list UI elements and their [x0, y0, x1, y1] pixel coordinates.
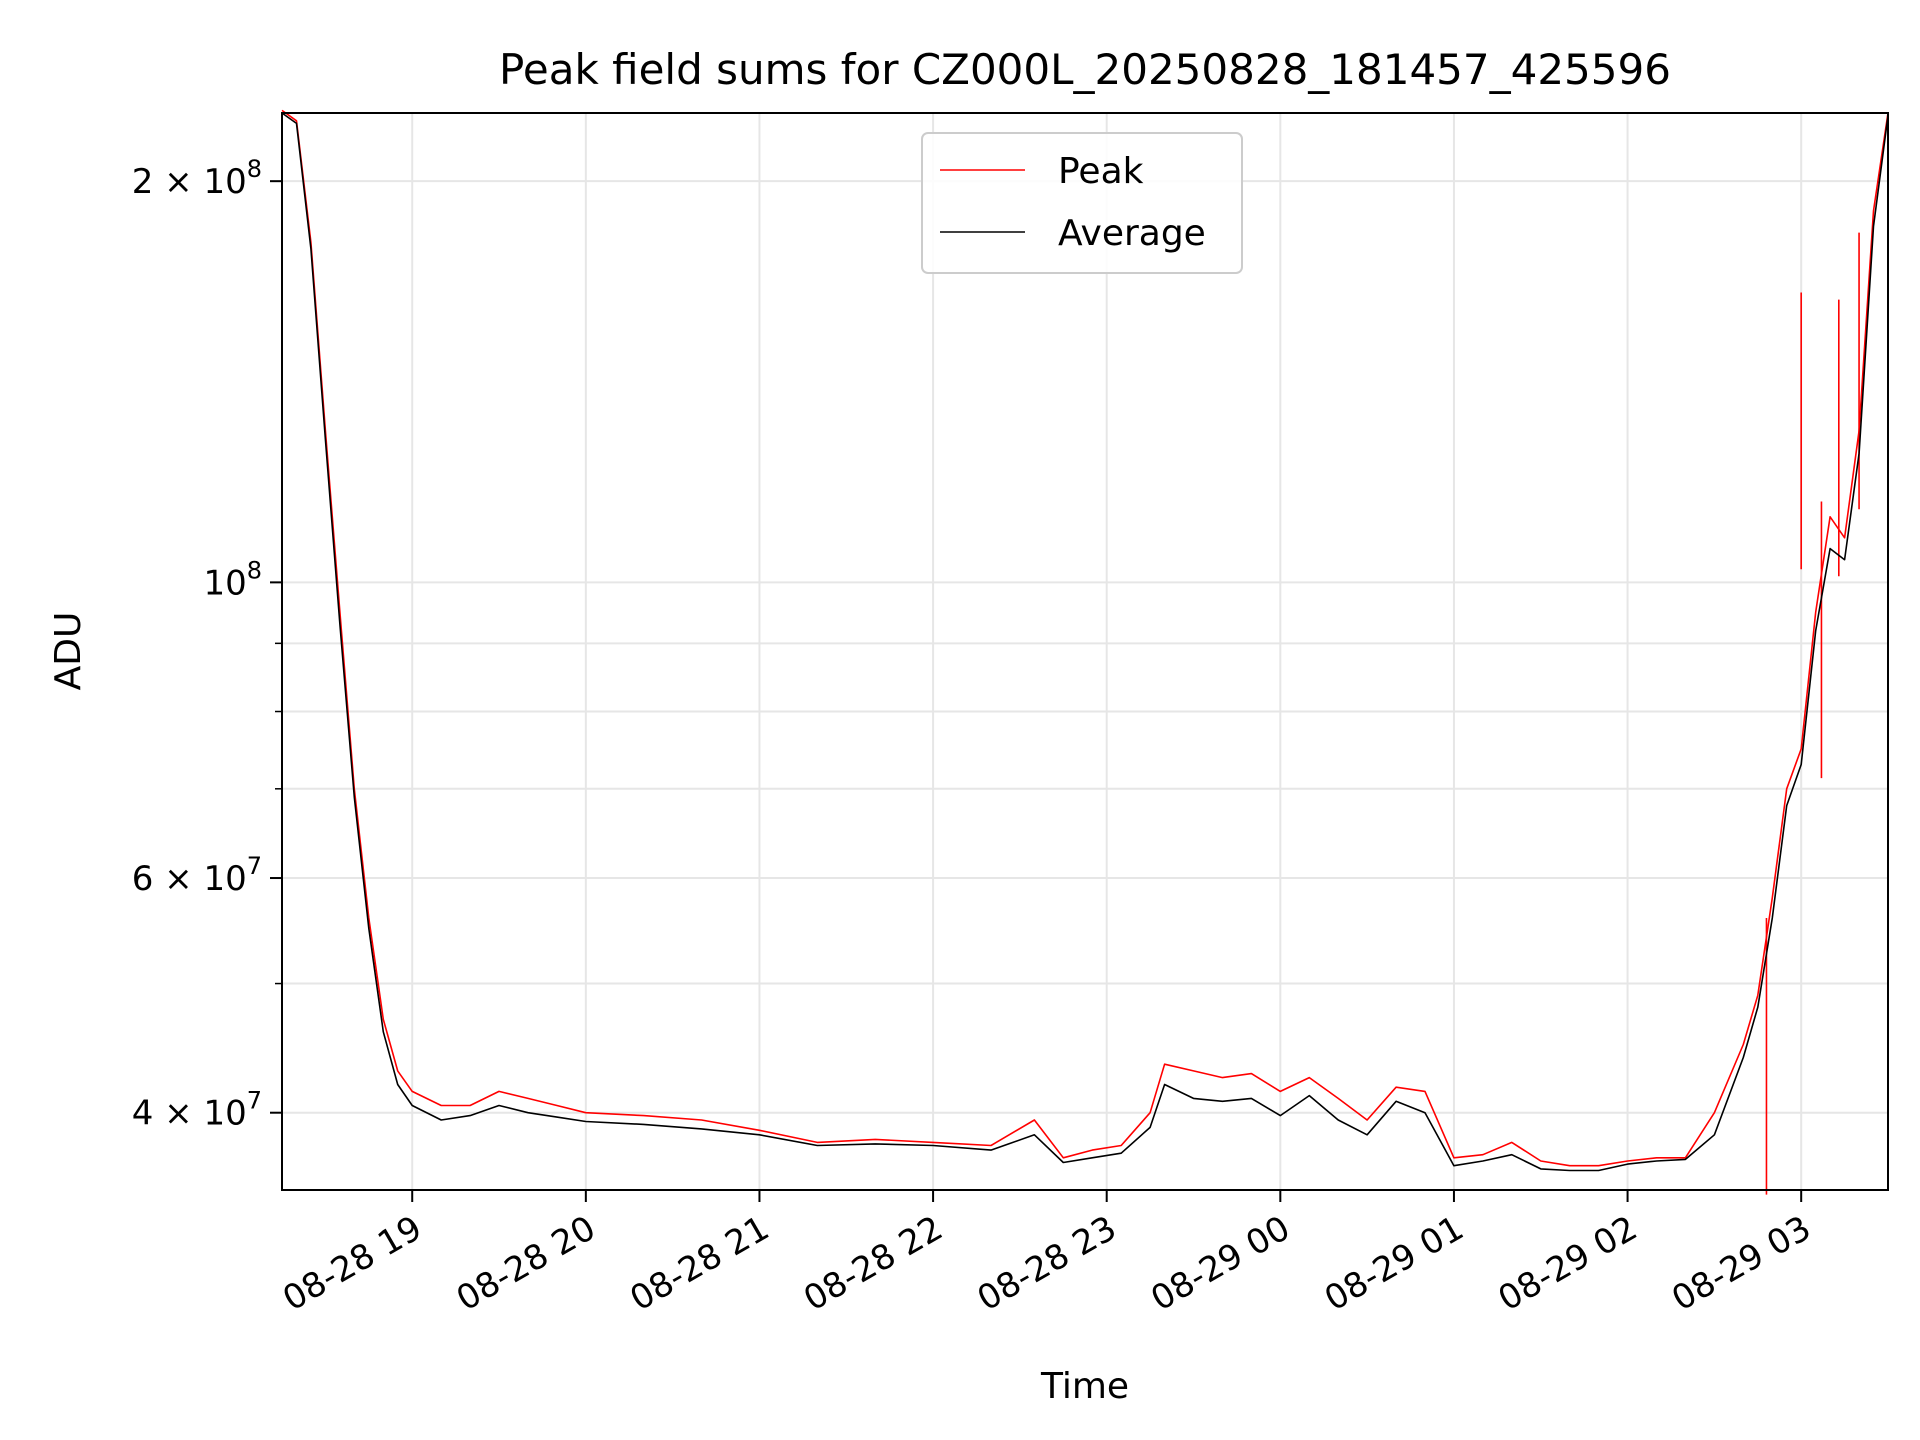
legend: Peak Average: [921, 132, 1243, 274]
axes-frame: [281, 112, 1889, 1191]
series-line-peak: [281, 109, 1889, 1167]
y-tick-label: 2 × 108: [132, 155, 262, 202]
legend-box: [921, 132, 1243, 274]
x-axis-label: Time: [1040, 1366, 1129, 1407]
legend-label-peak: Peak: [1058, 151, 1144, 192]
y-axis-label: ADU: [48, 612, 89, 691]
chart-title: Peak field sums for CZ000L_20250828_1814…: [499, 45, 1671, 94]
plot-lines: [281, 109, 1889, 1195]
series-line-average: [281, 112, 1889, 1172]
y-tick-label: 108: [203, 556, 262, 603]
y-tick-label: 6 × 107: [132, 852, 262, 899]
y-axis-ticks: 4 × 107 6 × 107 108 2 × 108: [132, 155, 282, 1134]
legend-label-average: Average: [1058, 213, 1206, 254]
y-tick-label: 4 × 107: [132, 1087, 262, 1134]
grid: [282, 113, 1888, 1190]
